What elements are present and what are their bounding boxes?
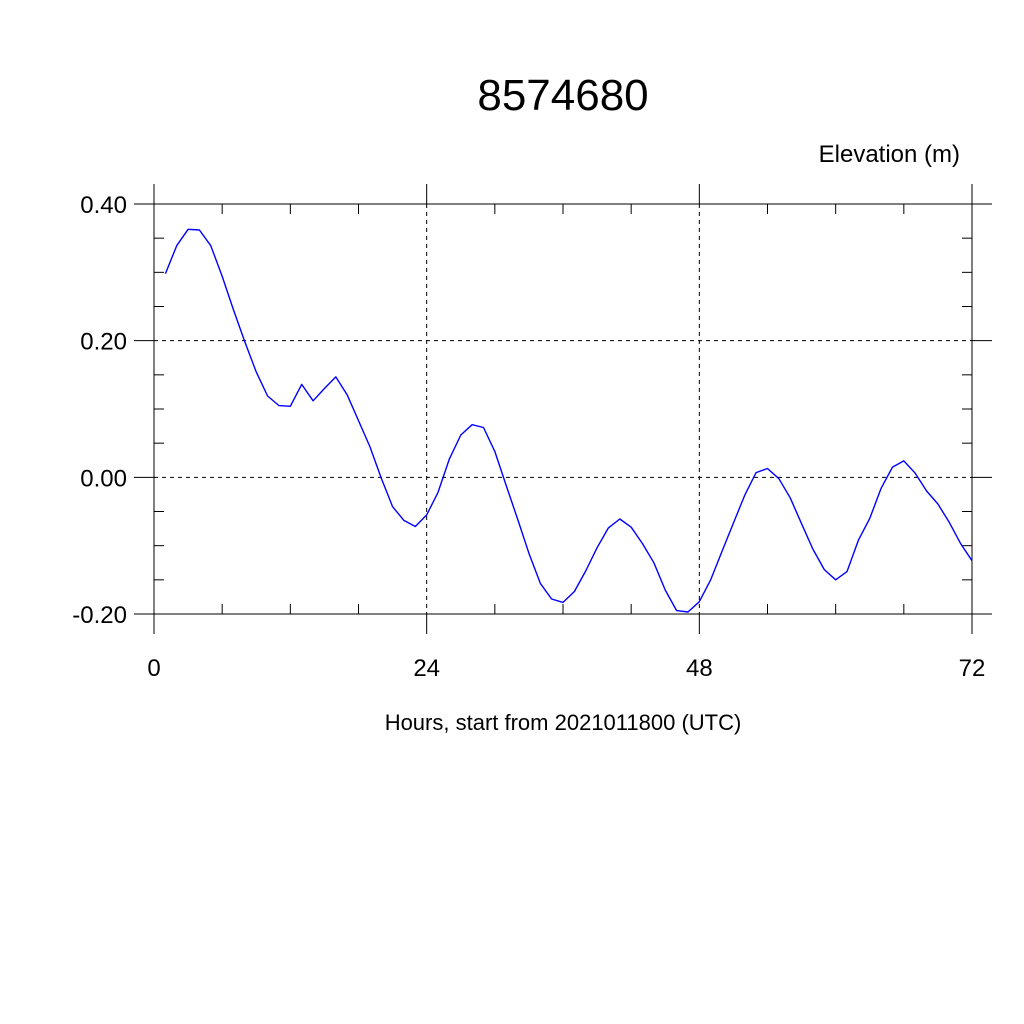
tick-labels: 0.40 0.20 0.00 -0.20 0 24 48 72 [72,192,985,682]
x-tick-label: 48 [686,655,713,682]
y-tick-label: 0.20 [80,329,127,356]
grid-lines [153,203,973,615]
x-axis-label: Hours, start from 2021011800 (UTC) [385,710,742,735]
series-group [164,228,973,613]
series-line [164,228,973,613]
chart-title: 8574680 [477,71,648,120]
y-axis-label: Elevation (m) [819,141,960,168]
plot-frame [153,203,973,615]
x-tick-label: 72 [959,655,986,682]
axis-ticks [134,184,992,634]
x-tick-label: 0 [147,655,160,682]
x-tick-label: 24 [413,655,440,682]
y-tick-label: 0.00 [80,465,127,492]
y-tick-label: 0.40 [80,192,127,219]
y-tick-label: -0.20 [72,602,127,629]
